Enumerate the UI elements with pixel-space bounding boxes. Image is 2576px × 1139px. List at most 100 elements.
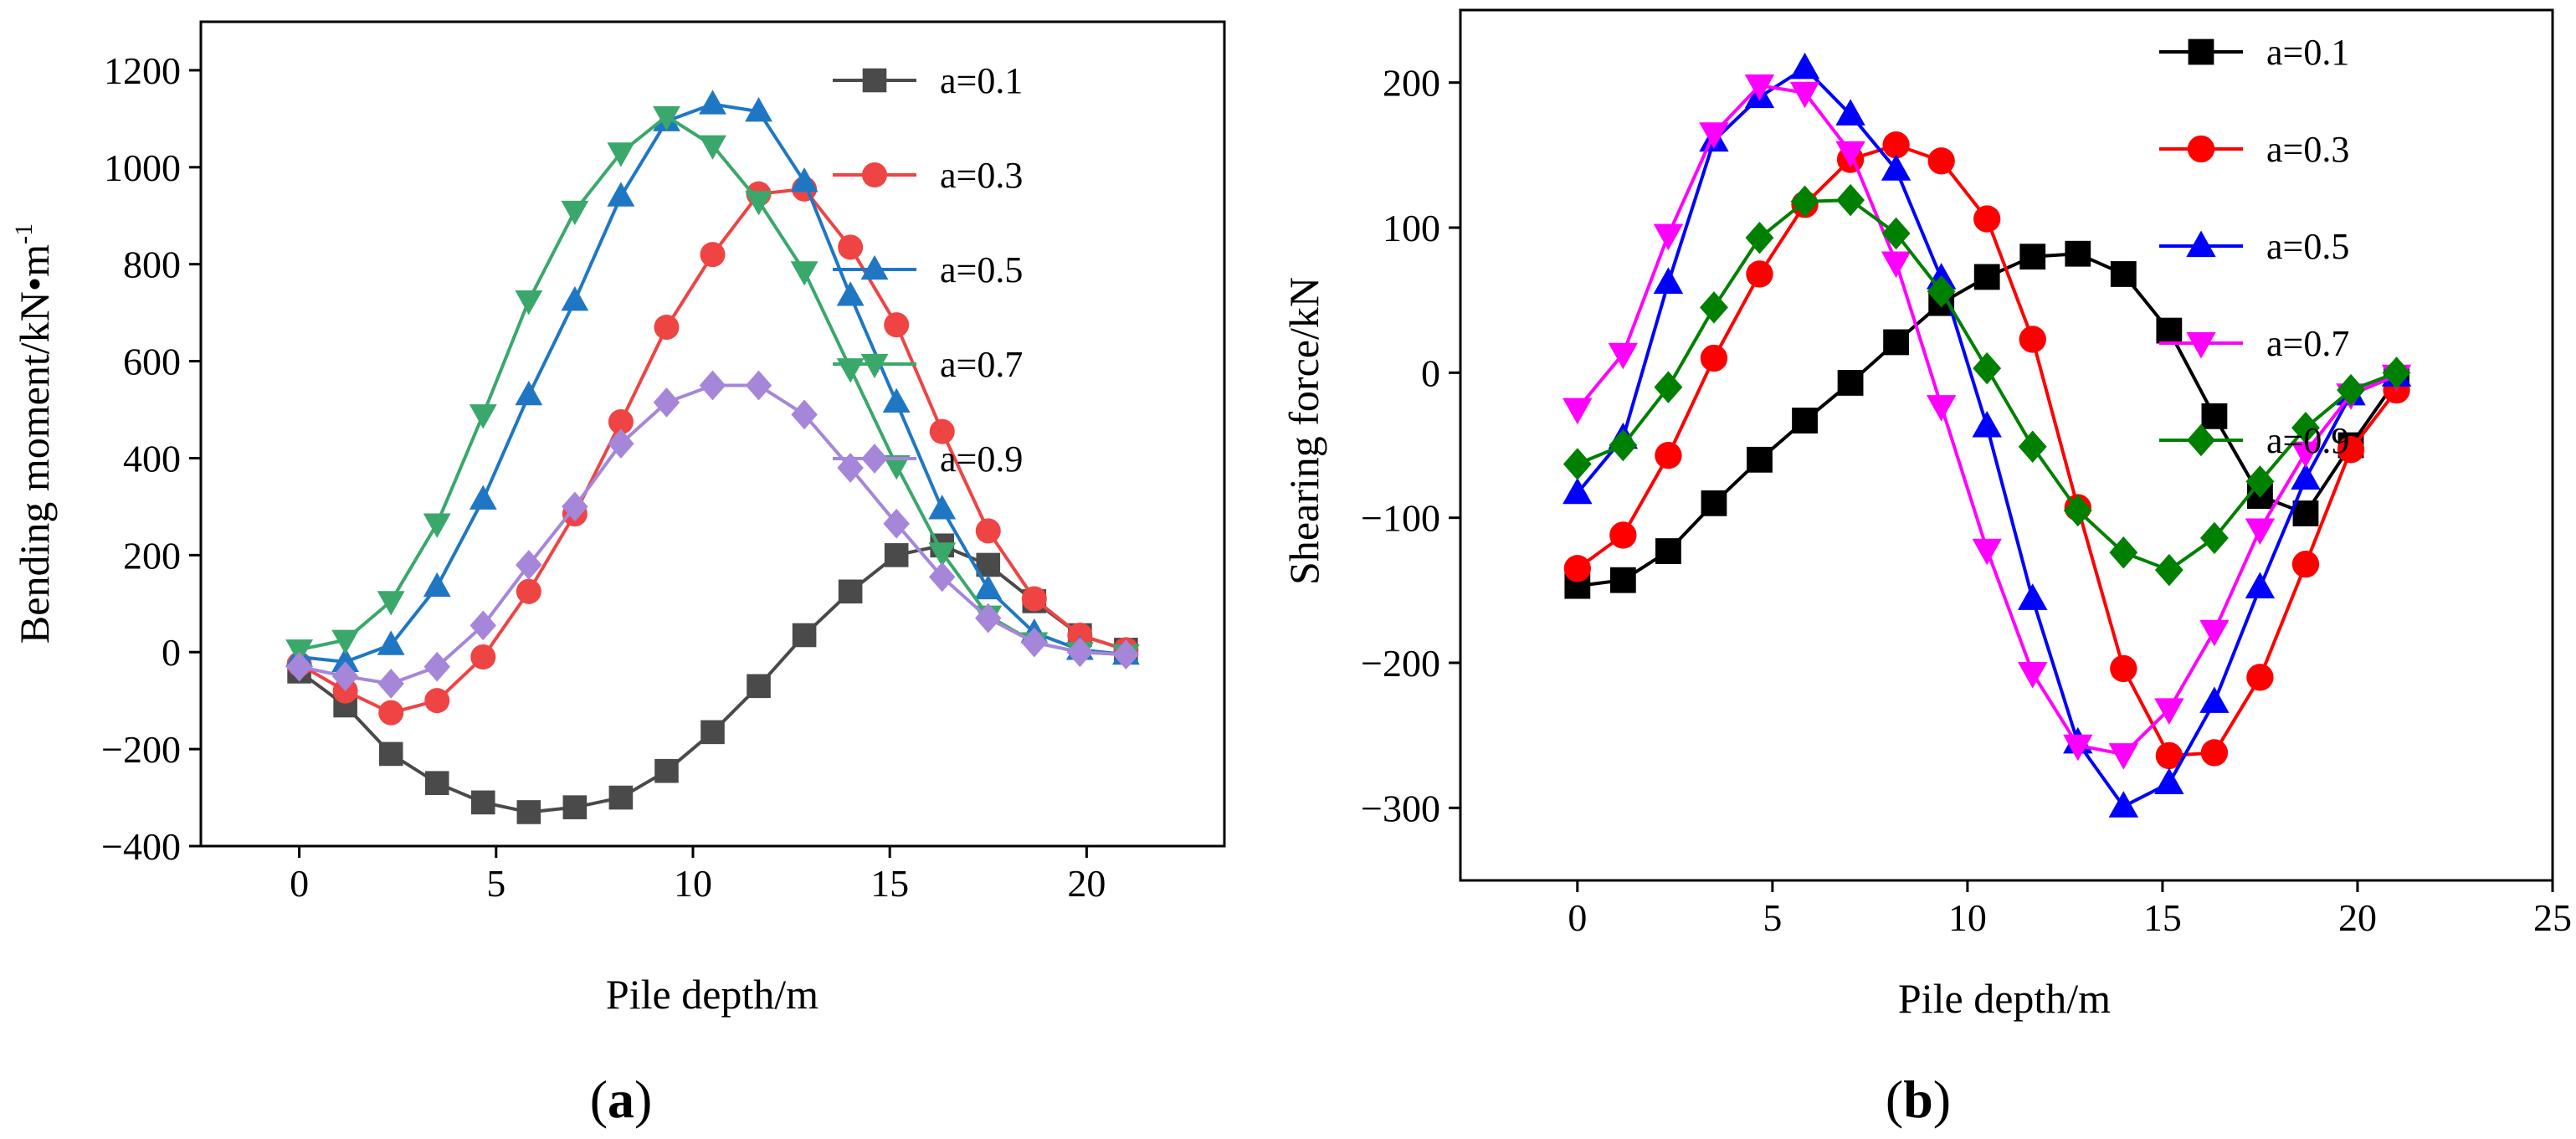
panel-a-label-letter: a [608, 1070, 634, 1129]
panel-a-data-point [653, 105, 680, 131]
panel-a-data-point [377, 669, 404, 699]
panel-b-y-tick-label: 0 [1421, 351, 1440, 394]
panel-a-data-point [653, 387, 680, 418]
panel-a-data-point [378, 700, 404, 726]
panel-b-data-point [2291, 441, 2321, 469]
panel-b-data-point [2110, 261, 2137, 287]
panel-a-y-tick-label: 200 [123, 534, 181, 577]
panel-b-data-point [1926, 395, 1957, 422]
panel-b-data-point [2201, 403, 2228, 429]
panel-a-data-point [745, 97, 772, 122]
panel-a-data-point [607, 142, 635, 167]
panel-b-data-point [2245, 572, 2276, 598]
panel-a-legend-marker [861, 162, 888, 188]
panel-a-data-point [1112, 639, 1140, 670]
panel-a-data-point [423, 651, 450, 682]
panel-b-data-point [2200, 739, 2229, 767]
panel-b-data-point [1563, 555, 1591, 582]
panel-b-legend-item: a=0.7 [2159, 323, 2349, 364]
panel-a-data-point [561, 286, 589, 311]
panel-a-data-point [928, 495, 957, 520]
panel-b-data-point [1563, 448, 1592, 480]
panel-a-data-point [608, 428, 634, 459]
panel-a-data-point [1067, 622, 1093, 648]
panel-b-label-close: ) [1933, 1070, 1951, 1129]
panel-b-data-point [1653, 223, 1684, 251]
panel-b-data-point [1655, 441, 1682, 469]
panel-b-label-letter: b [1903, 1070, 1933, 1129]
panel-b-x-tick-label: 5 [1763, 896, 1782, 939]
panel-b-data-point [1927, 147, 1955, 175]
panel-a-data-point [515, 380, 543, 406]
panel-b-data-point [1836, 183, 1865, 217]
panel-a-data-point [469, 404, 497, 429]
panel-b-data-point [2245, 465, 2275, 498]
panel-a-data-point [836, 358, 865, 383]
panel-b-x-axis-title: Pile depth/m [1898, 975, 2111, 1022]
panel-b-data-point [1835, 141, 1865, 168]
panel-a-data-point [700, 242, 726, 268]
panel-a-x-tick-label: 10 [674, 862, 712, 905]
panel-a-data-point [470, 610, 496, 641]
panel-b-legend-label: a=0.1 [2266, 32, 2349, 73]
panel-a-data-point [562, 491, 588, 522]
panel-a-data-point [331, 629, 360, 654]
panel-a-data-point [608, 408, 634, 435]
panel-a-data-point [1021, 627, 1048, 658]
panel-b-data-point [1789, 81, 1820, 109]
panel-b-x-tick-label: 20 [2338, 896, 2377, 939]
panel-b-data-point [2063, 494, 2092, 527]
panel-a-legend-item: a=0.3 [833, 155, 1023, 196]
panel-b-data-point [2199, 521, 2229, 555]
panel-b-data-point [2382, 357, 2411, 389]
panel-a-data-point [562, 795, 588, 819]
panel-a-data-point [792, 623, 817, 648]
panel-b-legend-label: a=0.5 [2266, 226, 2349, 267]
panel-b-data-point [1973, 264, 2000, 290]
panel-b-x-tick-label: 15 [2143, 896, 2182, 939]
panel-b-data-point [2156, 317, 2183, 344]
panel-b-data-point [2108, 743, 2139, 770]
panel-b-data-point [2018, 430, 2047, 463]
panel-a-data-point [837, 453, 864, 483]
panel-b-legend-item: a=0.1 [2159, 32, 2349, 73]
panel-a-legend-item: a=0.7 [833, 344, 1023, 385]
panel-a-data-point [1021, 586, 1047, 612]
panel-b-data-point [2292, 500, 2319, 526]
panel-b-legend-marker [2186, 331, 2216, 359]
panel-a-data-point [469, 485, 497, 510]
panel-a-data-point [654, 758, 679, 783]
panel-a-x-axis-title: Pile depth/m [606, 971, 818, 1018]
panel-a-legend-marker [862, 68, 887, 93]
panel-a-data-point [929, 562, 956, 593]
panel-b-data-point [2019, 326, 2046, 353]
panel-b-data-point [1654, 371, 1683, 403]
panel-b-legend-marker [2188, 38, 2214, 65]
panel-b-y-tick-label: 100 [1383, 207, 1440, 249]
panel-b-data-point [2065, 240, 2091, 267]
panel-b-y-tick-label: −200 [1361, 642, 1440, 685]
panel-a-plot-frame [199, 20, 1226, 848]
panel-a-data-point [608, 785, 634, 810]
panel-b-legend-label: a=0.9 [2266, 420, 2349, 461]
panel-b-data-point [1609, 428, 1638, 462]
panel-b-label-open: ( [1886, 1070, 1903, 1129]
panel-a-legend-marker [860, 353, 889, 379]
panel-b-ticks: 0 5 10 15 20 25 −300 −200 −100 0 100 200 [1361, 62, 2572, 939]
panel-b-data-point [1881, 251, 1911, 279]
panel-b-data-point [1744, 74, 1775, 101]
panel-b-y-tick-label: −100 [1361, 497, 1440, 540]
panel-a-legend-item: a=0.1 [833, 60, 1023, 101]
panel-a-data-point [747, 674, 771, 699]
panel-b-x-tick-label: 0 [1568, 896, 1587, 939]
panel-b-data-point [1973, 351, 2002, 385]
panel-b-data-point [2154, 698, 2184, 725]
panel-a-data-point [974, 574, 1003, 600]
panel-a-y-tick-label: 1200 [104, 49, 181, 92]
panel-a-series-line [299, 383, 1126, 685]
panel-a-y-tick-label: 0 [162, 631, 181, 674]
panel-b-data-point [1653, 267, 1684, 294]
panel-b-data-point [2155, 741, 2183, 770]
panel-a-data-point [838, 579, 863, 604]
panel-b-legend-label: a=0.7 [2266, 323, 2349, 364]
